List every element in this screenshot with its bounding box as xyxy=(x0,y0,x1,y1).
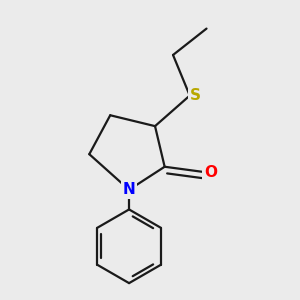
Text: O: O xyxy=(204,165,217,180)
Text: N: N xyxy=(123,182,135,197)
Text: S: S xyxy=(190,88,201,103)
